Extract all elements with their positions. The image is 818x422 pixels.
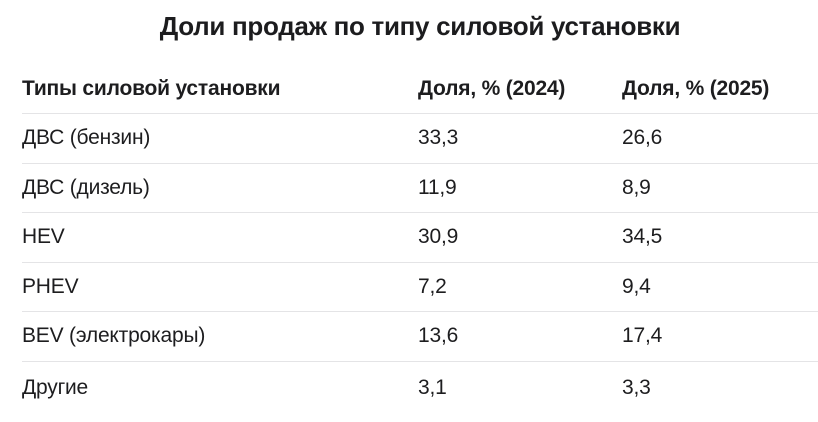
- powertrain-type-cell: BEV (электрокары): [22, 324, 206, 348]
- table-body: ДВС (бензин) 33,3 26,6 ДВС (дизель) 11,9…: [22, 114, 818, 414]
- column-header-share-2025: Доля, % (2025): [622, 76, 770, 100]
- share-2024-cell: 7,2: [418, 274, 447, 298]
- table-row: Другие 3,1 3,3: [22, 362, 818, 414]
- table-row: BEV (электрокары) 13,6 17,4: [22, 312, 818, 362]
- table-row: PHEV 7,2 9,4: [22, 263, 818, 312]
- powertrain-type-cell: Другие: [22, 375, 89, 399]
- column-header-share-2024: Доля, % (2024): [418, 76, 566, 100]
- table-row: ДВС (дизель) 11,9 8,9: [22, 164, 818, 213]
- share-2025-cell: 26,6: [622, 126, 663, 150]
- powertrain-type-cell: ДВС (дизель): [22, 175, 150, 199]
- powertrain-share-table: Типы силовой установки Доля, % (2024) До…: [22, 64, 818, 414]
- share-2024-cell: 11,9: [418, 175, 457, 199]
- column-header-powertrain-type: Типы силовой установки: [22, 76, 281, 100]
- powertrain-type-cell: PHEV: [22, 274, 79, 298]
- sales-share-table-card: Доли продаж по типу силовой установки Ти…: [22, 10, 818, 414]
- table-row: HEV 30,9 34,5: [22, 213, 818, 263]
- share-2024-cell: 33,3: [418, 126, 459, 150]
- table-title: Доли продаж по типу силовой установки: [159, 11, 681, 41]
- table-row: ДВС (бензин) 33,3 26,6: [22, 114, 818, 164]
- share-2024-cell: 13,6: [418, 324, 459, 348]
- share-2025-cell: 8,9: [622, 175, 651, 199]
- share-2025-cell: 34,5: [622, 225, 663, 249]
- share-2025-cell: 17,4: [622, 324, 663, 348]
- share-2025-cell: 3,3: [622, 375, 651, 399]
- share-2025-cell: 9,4: [622, 274, 651, 298]
- share-2024-cell: 3,1: [418, 375, 447, 399]
- table-header-row: Типы силовой установки Доля, % (2024) До…: [22, 64, 818, 114]
- share-2024-cell: 30,9: [418, 225, 459, 249]
- powertrain-type-cell: HEV: [22, 225, 65, 249]
- powertrain-type-cell: ДВС (бензин): [22, 126, 151, 150]
